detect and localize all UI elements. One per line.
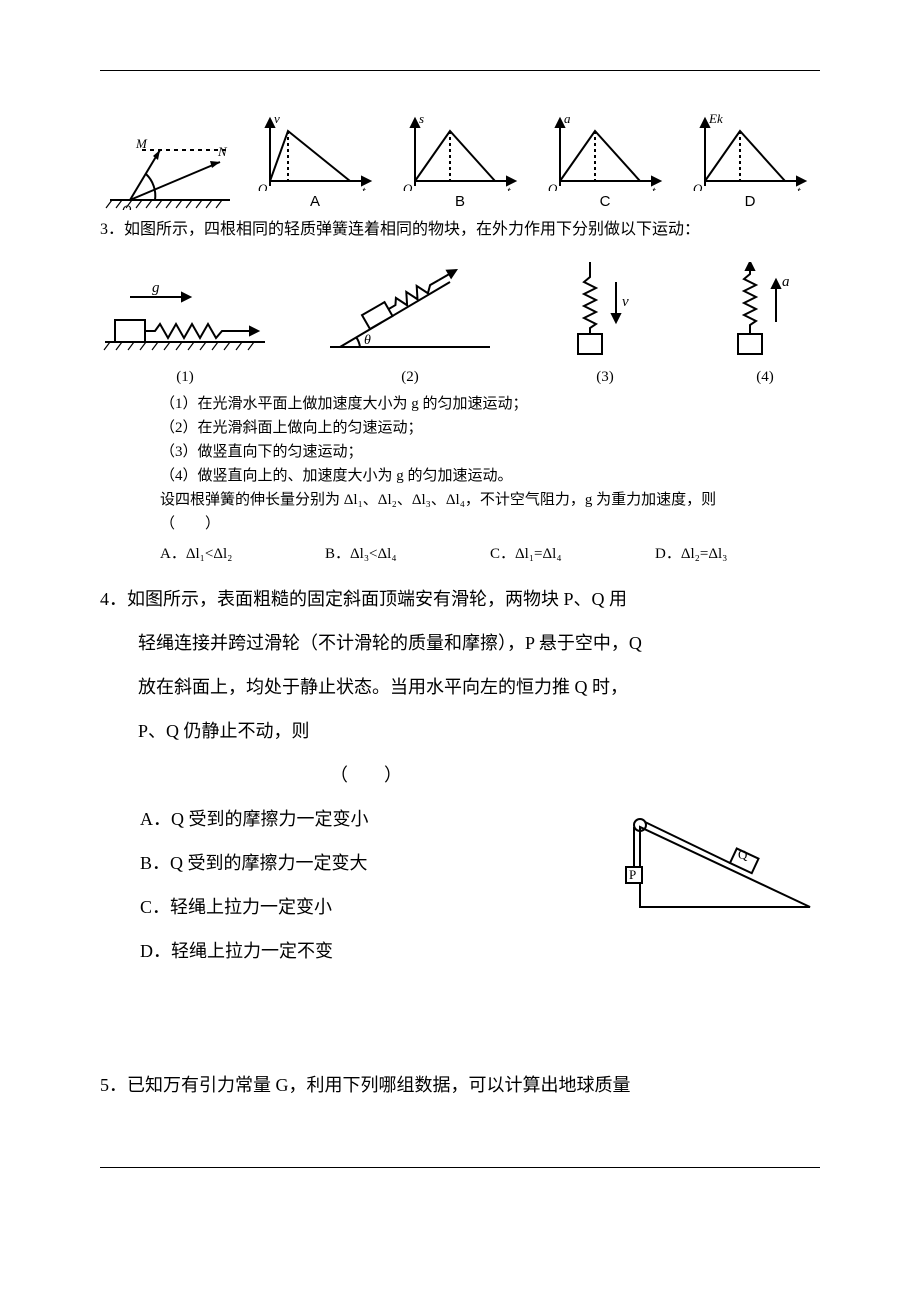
q3-options: A．Δl₁<Δl₂ B．Δl₃<Δl₄ C．Δl₁=Δl₄ D．Δl₂=Δl₃ bbox=[160, 542, 820, 563]
q4-stem: 4．如图所示，表面粗糙的固定斜面顶端安有滑轮，两物块 P、Q 用 轻绳连接并跨过… bbox=[100, 577, 820, 797]
q3-diag-2: v θ (2) bbox=[320, 262, 500, 386]
xlabel-D: t bbox=[797, 183, 801, 191]
O-A: O bbox=[258, 181, 268, 191]
q3-line-2: （2）在光滑斜面上做向上的匀速运动； bbox=[160, 416, 820, 440]
q3-v3-label: v bbox=[622, 294, 629, 310]
q3-line-4: （4）做竖直向上的、加速度大小为 g 的匀加速运动。 bbox=[160, 464, 820, 488]
q4-opt-D: D．轻绳上拉力一定不变 bbox=[140, 929, 820, 973]
ylabel-C: a bbox=[564, 111, 571, 126]
q4-P-label: P bbox=[629, 867, 636, 882]
q3-opt-C: C．Δl₁=Δl₄ bbox=[490, 542, 655, 563]
O-B: O bbox=[403, 181, 413, 191]
panel-D: Ek t O D bbox=[680, 111, 820, 210]
panel-label-D: D bbox=[680, 193, 820, 210]
q3-stem: 3．如图所示，四根相同的轻质弹簧连着相同的物块，在外力作用下分别做以下运动： bbox=[100, 216, 820, 244]
q3-d1-label: (1) bbox=[100, 369, 270, 386]
ylabel-D: Ek bbox=[708, 111, 723, 126]
q3-line-3: （3）做竖直向下的匀速运动； bbox=[160, 440, 820, 464]
panel-A: v t O A bbox=[245, 111, 385, 210]
q3-line-1: （1）在光滑水平面上做加速度大小为 g 的匀加速运动； bbox=[160, 392, 820, 416]
q3-g-label: g bbox=[152, 280, 160, 296]
q4-Q-label: Q bbox=[738, 847, 748, 862]
q4-stem-4: P、Q 仍静止不动，则 bbox=[100, 709, 820, 753]
q3-diag-3: v (3) bbox=[550, 262, 660, 386]
label-M: M bbox=[135, 136, 148, 151]
q3-opt-A: A．Δl₁<Δl₂ bbox=[160, 542, 325, 563]
page: M N O v t O A bbox=[0, 0, 920, 1228]
panel-B: s t O B bbox=[390, 111, 530, 210]
graph-row-top: M N O v t O A bbox=[100, 111, 820, 210]
q3-d2-label: (2) bbox=[320, 369, 500, 386]
O-D: O bbox=[693, 181, 703, 191]
xlabel-A: t bbox=[362, 183, 366, 191]
ylabel-B: s bbox=[419, 111, 424, 126]
q3-theta-label: θ bbox=[364, 333, 371, 348]
q3-body: （1）在光滑水平面上做加速度大小为 g 的匀加速运动； （2）在光滑斜面上做向上… bbox=[160, 392, 820, 536]
q4-stem-1: 4．如图所示，表面粗糙的固定斜面顶端安有滑轮，两物块 P、Q 用 bbox=[100, 577, 820, 621]
label-O: O bbox=[122, 202, 132, 210]
ylabel-A: v bbox=[274, 111, 280, 126]
O-C: O bbox=[548, 181, 558, 191]
q3-diag-4: a (4) bbox=[710, 262, 820, 386]
q3-a-label: a bbox=[782, 274, 790, 290]
xlabel-B: t bbox=[507, 183, 511, 191]
panel-C: a t O C bbox=[535, 111, 675, 210]
q3-line-5: 设四根弹簧的伸长量分别为 Δl₁、Δl₂、Δl₃、Δl₄，不计空气阻力，g 为重… bbox=[160, 488, 820, 512]
q4-stem-3: 放在斜面上，均处于静止状态。当用水平向左的恒力推 Q 时， bbox=[100, 665, 820, 709]
q3-diag-1: g (1) bbox=[100, 272, 270, 386]
q3-diagram-row: g (1) v θ (2) bbox=[100, 262, 820, 386]
q3-v-label: v bbox=[448, 266, 455, 282]
q3-d4-label: (4) bbox=[710, 369, 820, 386]
q3-line-6: （ ） bbox=[160, 512, 820, 536]
q3-opt-D: D．Δl₂=Δl₃ bbox=[655, 542, 820, 563]
q4-stem-2: 轻绳连接并跨过滑轮（不计滑轮的质量和摩擦），P 悬于空中，Q bbox=[100, 621, 820, 665]
panel-label-B: B bbox=[390, 193, 530, 210]
panel-label-A: A bbox=[245, 193, 385, 210]
label-N: N bbox=[217, 144, 228, 159]
q3-d3-label: (3) bbox=[550, 369, 660, 386]
q5-stem: 5．已知万有引力常量 G，利用下列哪组数据，可以计算出地球质量 bbox=[100, 1063, 820, 1107]
q3-opt-B: B．Δl₃<Δl₄ bbox=[325, 542, 490, 563]
panel-MNO: M N O bbox=[100, 130, 240, 210]
panel-label-C: C bbox=[535, 193, 675, 210]
q4-paren: （ ） bbox=[100, 753, 820, 797]
bottom-rule bbox=[100, 1167, 820, 1168]
xlabel-C: t bbox=[652, 183, 656, 191]
q4-figure: P Q bbox=[610, 807, 820, 932]
top-rule bbox=[100, 70, 820, 71]
